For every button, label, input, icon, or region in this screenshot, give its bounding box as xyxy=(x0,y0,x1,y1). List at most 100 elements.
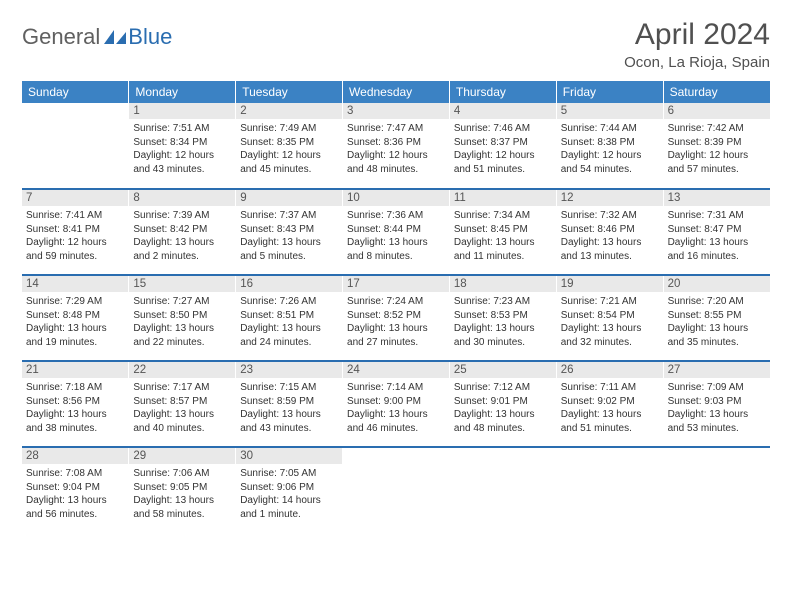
day-info-line: Sunset: 8:43 PM xyxy=(240,223,338,237)
day-info-line: and 22 minutes. xyxy=(133,336,231,350)
day-info-line: and 56 minutes. xyxy=(26,508,124,522)
calendar-day-cell: 1 Sunrise: 7:51 AMSunset: 8:34 PMDaylight… xyxy=(129,103,236,189)
day-info-line: and 46 minutes. xyxy=(347,422,445,436)
day-info-line: Sunset: 8:51 PM xyxy=(240,309,338,323)
day-info-line: and 5 minutes. xyxy=(240,250,338,264)
day-info-line: Daylight: 13 hours xyxy=(668,322,766,336)
day-info-line: and 57 minutes. xyxy=(668,163,766,177)
day-info: Sunrise: 7:18 AMSunset: 8:56 PMDaylight:… xyxy=(26,381,124,435)
calendar-week: 28Sunrise: 7:08 AMSunset: 9:04 PMDayligh… xyxy=(22,447,770,533)
month-title: April 2024 xyxy=(624,18,770,52)
day-number: 21 xyxy=(22,362,128,378)
day-info: Sunrise: 7:51 AMSunset: 8:34 PMDaylight:… xyxy=(133,122,231,176)
day-number: 9 xyxy=(236,190,342,206)
day-info: Sunrise: 7:21 AMSunset: 8:54 PMDaylight:… xyxy=(561,295,659,349)
day-info-line: and 54 minutes. xyxy=(561,163,659,177)
day-info-line: Sunrise: 7:29 AM xyxy=(26,295,124,309)
day-info-line: Sunrise: 7:05 AM xyxy=(240,467,338,481)
calendar-day-cell: 26Sunrise: 7:11 AMSunset: 9:02 PMDayligh… xyxy=(556,361,663,447)
day-info-line: Daylight: 13 hours xyxy=(347,236,445,250)
day-info-line: Sunrise: 7:12 AM xyxy=(454,381,552,395)
day-info-line: Sunset: 8:39 PM xyxy=(668,136,766,150)
calendar-day-cell: 4 Sunrise: 7:46 AMSunset: 8:37 PMDaylight… xyxy=(449,103,556,189)
day-info: Sunrise: 7:32 AMSunset: 8:46 PMDaylight:… xyxy=(561,209,659,263)
day-info-line: Sunrise: 7:46 AM xyxy=(454,122,552,136)
day-info-line: Sunset: 8:52 PM xyxy=(347,309,445,323)
calendar-day-cell: 20Sunrise: 7:20 AMSunset: 8:55 PMDayligh… xyxy=(663,275,770,361)
day-info: Sunrise: 7:06 AMSunset: 9:05 PMDaylight:… xyxy=(133,467,231,521)
day-number: 4 xyxy=(450,103,556,119)
day-info-line: Sunrise: 7:06 AM xyxy=(133,467,231,481)
day-info-line: Sunrise: 7:20 AM xyxy=(668,295,766,309)
weekday-header: Saturday xyxy=(663,81,770,103)
day-info-line: Sunset: 9:05 PM xyxy=(133,481,231,495)
day-info-line: Sunset: 8:48 PM xyxy=(26,309,124,323)
day-info-line: Sunrise: 7:42 AM xyxy=(668,122,766,136)
day-number: 17 xyxy=(343,276,449,292)
calendar-week: 7Sunrise: 7:41 AMSunset: 8:41 PMDaylight… xyxy=(22,189,770,275)
day-info-line: and 43 minutes. xyxy=(240,422,338,436)
day-info: Sunrise: 7:39 AMSunset: 8:42 PMDaylight:… xyxy=(133,209,231,263)
weekday-header: Friday xyxy=(556,81,663,103)
day-number: 10 xyxy=(343,190,449,206)
day-number: 2 xyxy=(236,103,342,119)
calendar-week: 21 Sunrise: 7:18 AMSunset: 8:56 PMDayligh… xyxy=(22,361,770,447)
calendar-week: 14Sunrise: 7:29 AMSunset: 8:48 PMDayligh… xyxy=(22,275,770,361)
day-info-line: and 51 minutes. xyxy=(561,422,659,436)
day-number: 14 xyxy=(22,276,128,292)
day-info-line: Sunset: 9:06 PM xyxy=(240,481,338,495)
day-info-line: Daylight: 13 hours xyxy=(26,322,124,336)
day-info-line: Daylight: 13 hours xyxy=(347,322,445,336)
day-info-line: Daylight: 12 hours xyxy=(347,149,445,163)
day-info-line: Sunset: 8:34 PM xyxy=(133,136,231,150)
calendar-day-cell: 10 Sunrise: 7:36 AMSunset: 8:44 PMDayligh… xyxy=(343,189,450,275)
day-info-line: Sunrise: 7:18 AM xyxy=(26,381,124,395)
calendar-day-cell: 25Sunrise: 7:12 AMSunset: 9:01 PMDayligh… xyxy=(449,361,556,447)
day-info: Sunrise: 7:49 AMSunset: 8:35 PMDaylight:… xyxy=(240,122,338,176)
calendar-day-cell: 24Sunrise: 7:14 AMSunset: 9:00 PMDayligh… xyxy=(343,361,450,447)
day-info-line: Daylight: 12 hours xyxy=(133,149,231,163)
day-number: 19 xyxy=(557,276,663,292)
calendar-head: SundayMondayTuesdayWednesdayThursdayFrid… xyxy=(22,81,770,103)
day-info-line: Daylight: 13 hours xyxy=(240,322,338,336)
day-info-line: and 32 minutes. xyxy=(561,336,659,350)
calendar-day-cell: 9Sunrise: 7:37 AMSunset: 8:43 PMDaylight… xyxy=(236,189,343,275)
day-info-line: and 27 minutes. xyxy=(347,336,445,350)
day-info-line: Daylight: 13 hours xyxy=(561,408,659,422)
day-info-line: Daylight: 13 hours xyxy=(26,408,124,422)
day-info-line: Sunrise: 7:27 AM xyxy=(133,295,231,309)
logo: General Blue xyxy=(22,24,172,50)
calendar-day-cell: 6Sunrise: 7:42 AMSunset: 8:39 PMDaylight… xyxy=(663,103,770,189)
day-info-line: and 58 minutes. xyxy=(133,508,231,522)
logo-text-blue: Blue xyxy=(128,24,172,50)
calendar-day-cell: 29Sunrise: 7:06 AMSunset: 9:05 PMDayligh… xyxy=(129,447,236,533)
day-info-line: Sunrise: 7:24 AM xyxy=(347,295,445,309)
calendar-day-cell: 17 Sunrise: 7:24 AMSunset: 8:52 PMDayligh… xyxy=(343,275,450,361)
day-info-line: and 19 minutes. xyxy=(26,336,124,350)
day-info: Sunrise: 7:36 AMSunset: 8:44 PMDaylight:… xyxy=(347,209,445,263)
day-info-line: and 16 minutes. xyxy=(668,250,766,264)
day-info-line: Sunrise: 7:39 AM xyxy=(133,209,231,223)
day-number: 22 xyxy=(129,362,235,378)
day-info-line: and 13 minutes. xyxy=(561,250,659,264)
day-info-line: Daylight: 13 hours xyxy=(454,236,552,250)
calendar-page: General Blue April 2024 Ocon, La Rioja, … xyxy=(0,0,792,533)
calendar-day-cell: 3Sunrise: 7:47 AMSunset: 8:36 PMDaylight… xyxy=(343,103,450,189)
calendar-body: 1 Sunrise: 7:51 AMSunset: 8:34 PMDaylight… xyxy=(22,103,770,533)
day-number: 13 xyxy=(664,190,770,206)
day-info-line: Daylight: 12 hours xyxy=(561,149,659,163)
day-info-line: and 48 minutes. xyxy=(347,163,445,177)
day-number: 7 xyxy=(22,190,128,206)
day-info-line: and 35 minutes. xyxy=(668,336,766,350)
day-info-line: Sunset: 9:02 PM xyxy=(561,395,659,409)
day-info: Sunrise: 7:46 AMSunset: 8:37 PMDaylight:… xyxy=(454,122,552,176)
day-info-line: Sunrise: 7:21 AM xyxy=(561,295,659,309)
day-number: 1 xyxy=(129,103,235,119)
day-info: Sunrise: 7:24 AMSunset: 8:52 PMDaylight:… xyxy=(347,295,445,349)
calendar-day-cell xyxy=(556,447,663,533)
day-info-line: Sunrise: 7:49 AM xyxy=(240,122,338,136)
day-info: Sunrise: 7:20 AMSunset: 8:55 PMDaylight:… xyxy=(668,295,766,349)
logo-text-general: General xyxy=(22,24,100,50)
day-info-line: Sunset: 8:42 PM xyxy=(133,223,231,237)
calendar-day-cell: 15Sunrise: 7:27 AMSunset: 8:50 PMDayligh… xyxy=(129,275,236,361)
